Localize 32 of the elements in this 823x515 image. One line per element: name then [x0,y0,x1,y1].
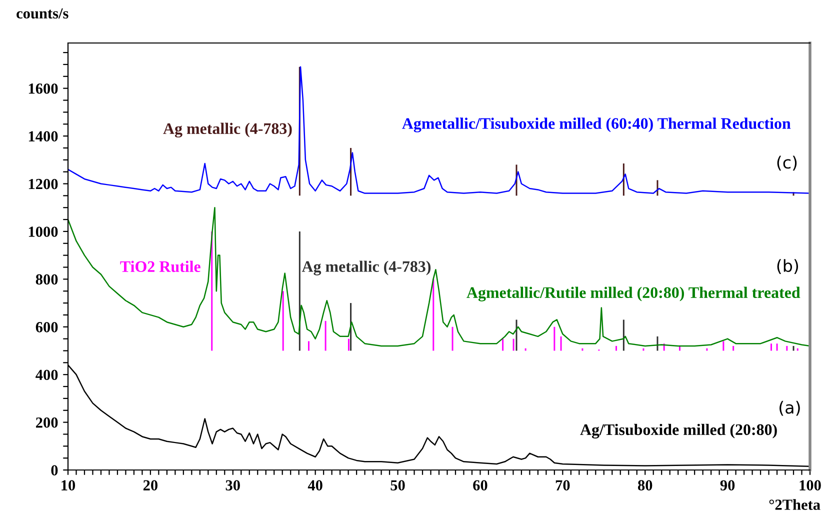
y-tick-label: 0 [51,465,58,476]
series-label: Ag metallic (4-783) [302,260,431,276]
text: Agmetallic/Tisuboxide milled (60:40) Thermal Reduction [402,118,791,132]
x-tick-label: 90 [720,480,735,490]
x-tick-label: 10 [62,480,76,490]
y-tick-label: 1400 [28,131,58,142]
y-tick-label: 1600 [28,83,58,94]
series-label: TiO2 Rutile [120,260,200,272]
y-tick-label: 800 [36,274,58,285]
series-label: Agmetallic/Rutile milled (20:80) Thermal treated [466,286,800,302]
y-tick-label: 400 [36,370,58,380]
x-tick-label: 100 [800,480,821,490]
y-tick-label: 600 [36,322,58,332]
series-label: Ag/Tisuboxide milled (20:80) [580,424,777,438]
y-tick-label: 1000 [28,226,58,237]
x-tick-label: 60 [473,480,488,490]
x-tick-label: 80 [638,480,652,490]
series-label: Ag metallic (4-783) [163,122,292,138]
y-tick-label: 1200 [28,178,58,190]
x-tick-label: 20 [143,480,158,490]
y-tick-label: 200 [36,417,58,428]
line-series [68,66,810,194]
annotation: (b) [777,259,798,274]
x-tick-label: 70 [556,480,570,490]
annotation: (c) [777,156,797,171]
y-axis-title: counts/s [16,8,68,19]
x-axis-title: °2Theta [769,499,820,510]
annotation: (a) [780,400,800,416]
line-series [68,206,810,347]
x-tick-label: 40 [308,480,322,490]
x-tick-label: 50 [390,480,405,490]
x-tick-label: 30 [226,480,240,490]
